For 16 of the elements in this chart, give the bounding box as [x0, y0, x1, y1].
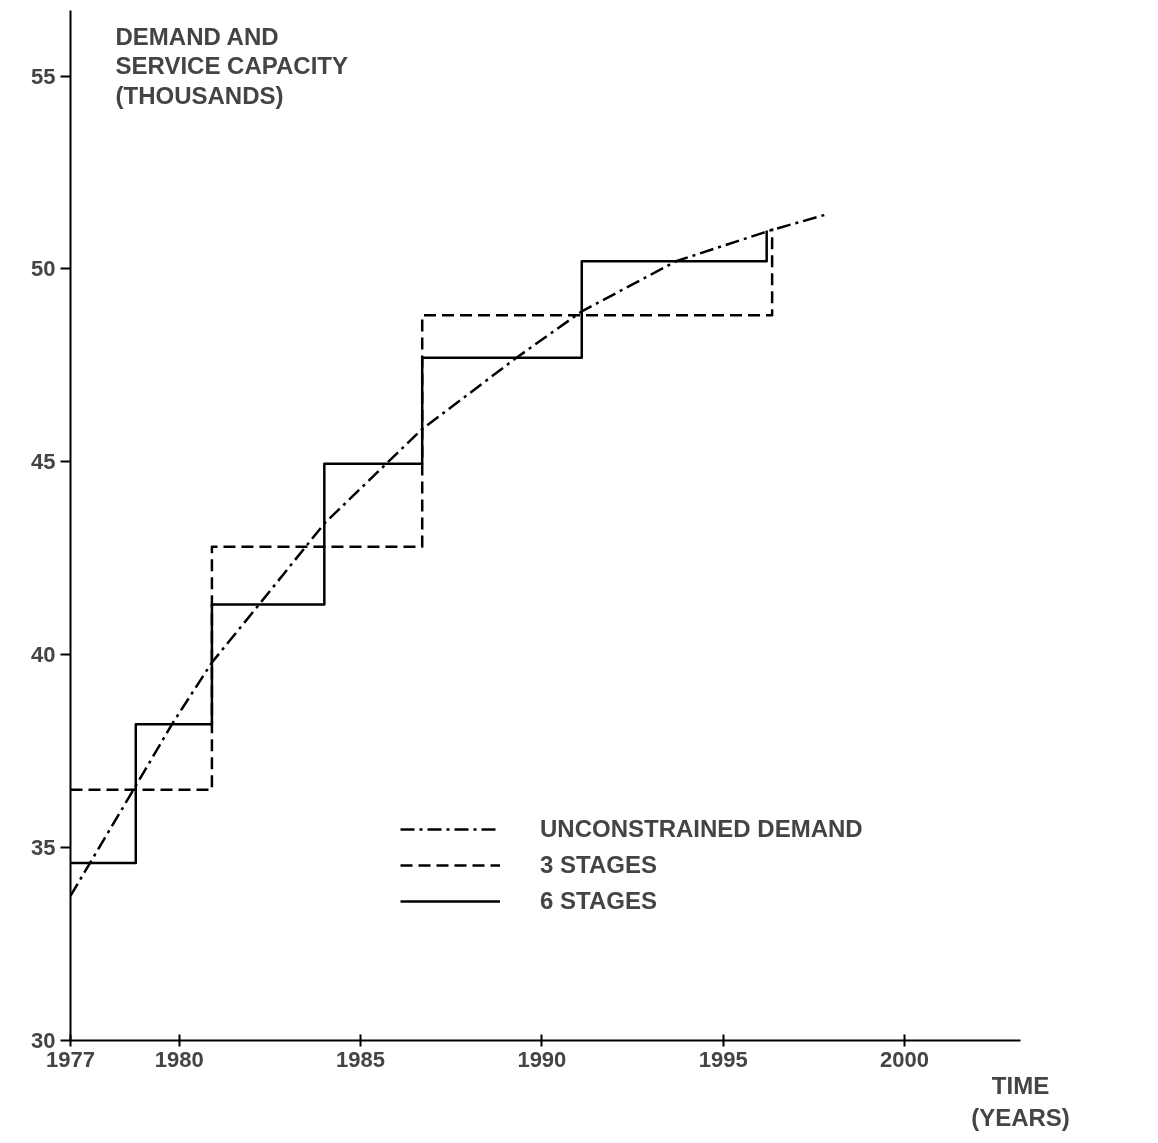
legend-label: UNCONSTRAINED DEMAND: [540, 815, 863, 843]
x-tick-label: 1985: [336, 1046, 386, 1072]
x-tick-label: 2000: [880, 1046, 929, 1072]
y-axis-title: DEMAND AND SERVICE CAPACITY (THOUSANDS): [115, 22, 348, 109]
y-tick-label: 40: [31, 642, 56, 668]
x-tick-label: 1995: [698, 1046, 748, 1072]
y-tick-label: 55: [31, 63, 56, 89]
legend-label: 3 STAGES: [540, 851, 657, 879]
x-tick-label: 1980: [154, 1046, 204, 1072]
legend-label: 6 STAGES: [540, 887, 657, 915]
x-tick-label: 1990: [517, 1046, 567, 1072]
y-tick-label: 30: [31, 1028, 56, 1053]
x-axis-title: TIME (YEARS): [971, 1071, 1070, 1131]
y-tick-label: 35: [31, 835, 56, 861]
y-tick-label: 45: [31, 449, 56, 475]
y-tick-label: 50: [31, 256, 56, 282]
